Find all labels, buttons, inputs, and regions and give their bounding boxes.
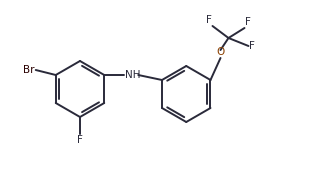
Text: Br: Br (23, 65, 35, 75)
Text: F: F (245, 17, 251, 27)
Text: F: F (249, 41, 255, 51)
Text: O: O (216, 47, 225, 57)
Text: F: F (77, 135, 83, 145)
Text: NH: NH (125, 70, 141, 80)
Text: F: F (205, 15, 211, 25)
